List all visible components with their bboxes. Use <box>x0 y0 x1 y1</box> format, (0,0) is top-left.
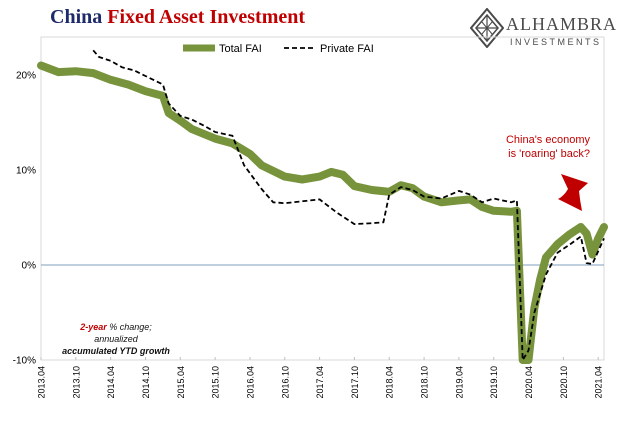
footnote-line-1: % change; <box>106 322 152 332</box>
footnote-highlight: 2-year <box>80 322 107 332</box>
x-tick-label: 2018.10 <box>420 366 430 399</box>
x-tick-label: 2017.10 <box>350 366 360 399</box>
annotation: China's economy is 'roaring' back? <box>440 133 590 161</box>
title-china: China <box>50 6 103 28</box>
x-tick-label: 2018.04 <box>385 366 395 399</box>
red-arrow-icon <box>558 174 588 211</box>
y-axis: 20% 10% 0% -10% <box>13 71 36 367</box>
y-tick-label: 0% <box>22 261 37 272</box>
footnote: 2-year % change; annualized accumulated … <box>50 321 182 357</box>
x-tick-label: 2014.10 <box>141 366 151 399</box>
logo-name: ALHAMBRA <box>506 14 618 34</box>
y-tick-label: 20% <box>16 71 36 82</box>
legend-label-private-fai: Private FAI <box>320 43 374 55</box>
x-tick-label: 2014.04 <box>106 366 116 399</box>
x-tick-label: 2019.04 <box>454 366 464 399</box>
plot-area <box>40 36 605 361</box>
alhambra-logo: ALHAMBRA INVESTMENTS <box>470 8 638 54</box>
x-tick-label: 2013.10 <box>71 366 81 399</box>
x-tick-label: 2015.04 <box>176 366 186 399</box>
x-tick-label: 2016.04 <box>245 366 255 399</box>
x-axis: 2013.04 2013.10 2014.04 2014.10 2015.04 2015.… <box>37 357 604 399</box>
chart-title: China Fixed Asset Investment <box>50 6 305 29</box>
series-line-total-fai <box>37 61 608 364</box>
x-tick-label: 2017.04 <box>315 366 325 399</box>
series-lines <box>37 49 608 364</box>
y-tick-label: 10% <box>16 166 36 177</box>
logo-subtitle: INVESTMENTS <box>510 37 602 47</box>
title-fixed-asset-investment: Fixed Asset Investment <box>107 6 306 28</box>
x-tick-label: 2019.10 <box>489 366 499 399</box>
y-tick-label: -10% <box>13 356 36 367</box>
x-tick-label: 2021.04 <box>594 366 604 399</box>
x-tick-label: 2013.04 <box>37 366 47 399</box>
x-tick-label: 2015.10 <box>211 366 221 399</box>
footnote-line-2: annualized <box>94 334 138 344</box>
x-tick-label: 2016.10 <box>280 366 290 399</box>
x-tick-label: 2020.10 <box>559 366 569 399</box>
footnote-line-3: accumulated YTD growth <box>62 346 170 356</box>
x-tick-label: 2020.04 <box>524 366 534 399</box>
series-line-private-fai <box>92 49 605 361</box>
annotation-line-2: is 'roaring' back? <box>508 148 590 160</box>
legend: Total FAI Private FAI <box>183 43 374 55</box>
legend-label-total-fai: Total FAI <box>219 43 262 55</box>
annotation-line-1: China's economy <box>505 134 590 146</box>
